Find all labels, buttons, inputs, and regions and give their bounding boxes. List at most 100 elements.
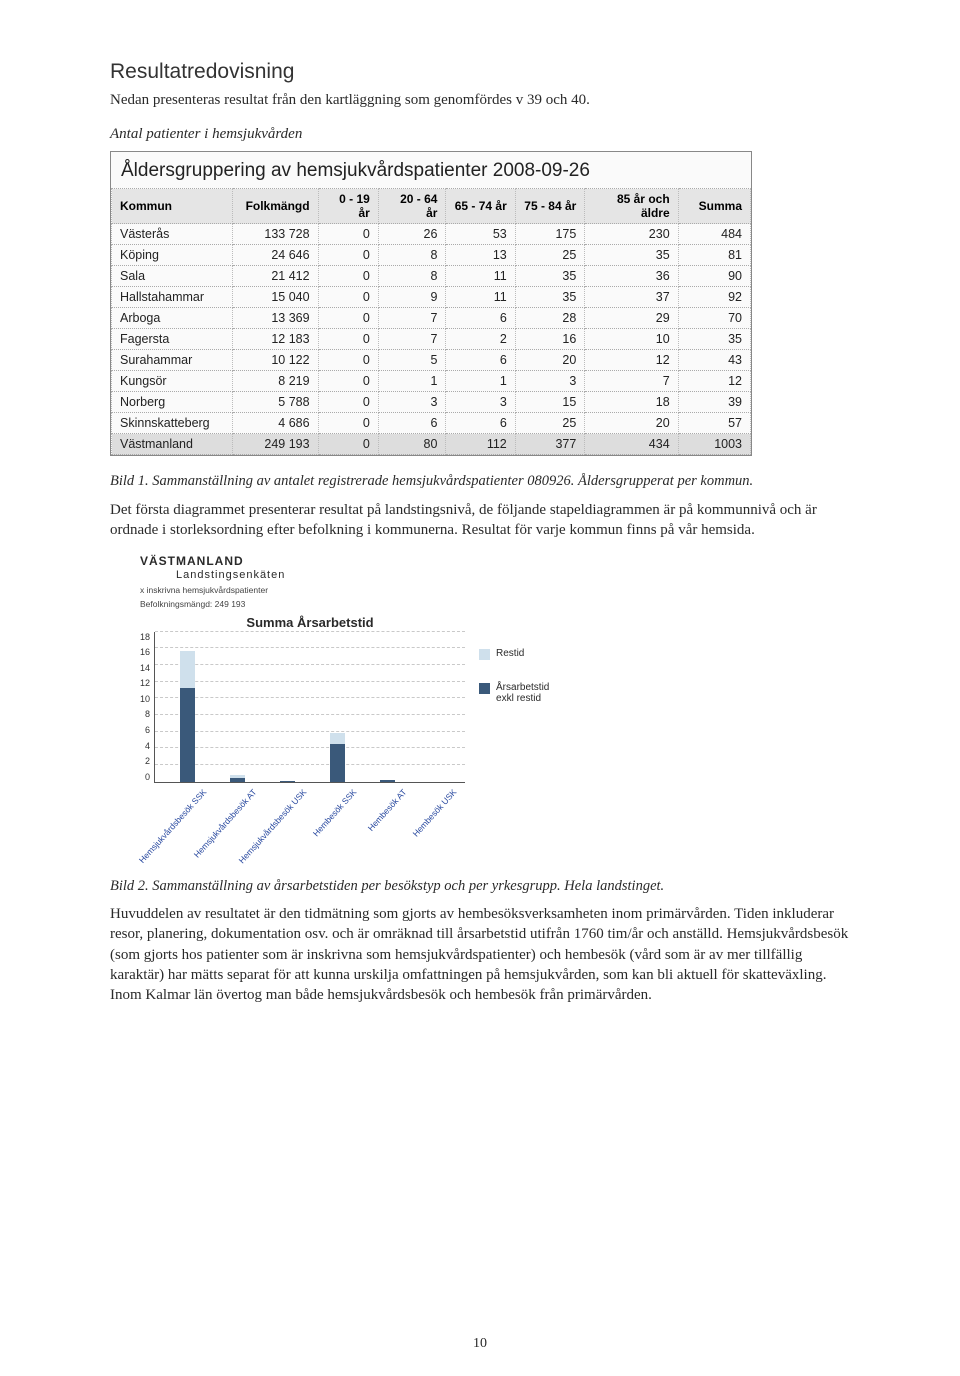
table-header: 0 - 19 år bbox=[318, 189, 378, 224]
table-cell: 81 bbox=[678, 245, 750, 266]
table-cell: Kungsör bbox=[112, 371, 233, 392]
caption-2: Bild 2. Sammanställning av årsarbetstide… bbox=[110, 877, 860, 897]
table-header: 65 - 74 år bbox=[446, 189, 515, 224]
table-cell: 35 bbox=[515, 287, 585, 308]
table-cell: 25 bbox=[515, 413, 585, 434]
table-cell: 36 bbox=[585, 266, 678, 287]
table-cell: Köping bbox=[112, 245, 233, 266]
table-cell: 11 bbox=[446, 266, 515, 287]
section-heading: Resultatredovisning bbox=[110, 60, 860, 84]
table-cell: 0 bbox=[318, 392, 378, 413]
table-cell: 13 bbox=[446, 245, 515, 266]
table-cell: 7 bbox=[585, 371, 678, 392]
table-row: Köping24 6460813253581 bbox=[112, 245, 751, 266]
table-cell: 0 bbox=[318, 329, 378, 350]
paragraph-1: Det första diagrammet presenterar result… bbox=[110, 500, 860, 541]
table-cell: 20 bbox=[585, 413, 678, 434]
table-cell: 175 bbox=[515, 224, 585, 245]
table-header: 75 - 84 år bbox=[515, 189, 585, 224]
table-cell: Norberg bbox=[112, 392, 233, 413]
paragraph-2: Huvuddelen av resultatet är den tidmätni… bbox=[110, 904, 860, 1005]
table-cell: 2 bbox=[446, 329, 515, 350]
caption-1: Bild 1. Sammanställning av antalet regis… bbox=[110, 472, 860, 492]
x-axis-label: Hemsjukvårdsbesök SSK bbox=[121, 787, 209, 883]
table-cell: 35 bbox=[515, 266, 585, 287]
table-cell: 0 bbox=[318, 308, 378, 329]
table-cell: 21 412 bbox=[233, 266, 318, 287]
table-cell: 1 bbox=[446, 371, 515, 392]
age-table-container: Åldersgruppering av hemsjukvårdspatiente… bbox=[110, 151, 752, 456]
table-cell: 0 bbox=[318, 350, 378, 371]
table-cell: 7 bbox=[378, 329, 446, 350]
table-cell: 70 bbox=[678, 308, 750, 329]
legend-label: Årsarbetstid exkl restid bbox=[496, 682, 549, 704]
table-cell: 53 bbox=[446, 224, 515, 245]
table-cell: 43 bbox=[678, 350, 750, 371]
table-cell: 15 bbox=[515, 392, 585, 413]
table-cell: 6 bbox=[378, 413, 446, 434]
table-cell: Västmanland bbox=[112, 434, 233, 455]
table-header: 20 - 64 år bbox=[378, 189, 446, 224]
bar-group bbox=[265, 781, 309, 782]
table-row: Skinnskatteberg4 686066252057 bbox=[112, 413, 751, 434]
table-cell: 37 bbox=[585, 287, 678, 308]
table-cell: Surahammar bbox=[112, 350, 233, 371]
table-cell: 5 788 bbox=[233, 392, 318, 413]
chart-x-labels: Hemsjukvårdsbesök SSKHemsjukvårdsbesök A… bbox=[160, 783, 480, 855]
table-cell: Sala bbox=[112, 266, 233, 287]
table-cell: 6 bbox=[446, 413, 515, 434]
bar-chart: VÄSTMANLAND Landstingsenkäten x inskrivn… bbox=[140, 554, 640, 854]
table-cell: 90 bbox=[678, 266, 750, 287]
chart-tiny-2: Befolkningsmängd: 249 193 bbox=[140, 599, 245, 609]
table-cell: 92 bbox=[678, 287, 750, 308]
table-cell: 10 bbox=[585, 329, 678, 350]
table-cell: Västerås bbox=[112, 224, 233, 245]
table-cell: 25 bbox=[515, 245, 585, 266]
table-cell: 9 bbox=[378, 287, 446, 308]
bar-group bbox=[165, 651, 209, 782]
table-cell: 8 219 bbox=[233, 371, 318, 392]
table-cell: 5 bbox=[378, 350, 446, 371]
table-header: Summa bbox=[678, 189, 750, 224]
table-row: Fagersta12 183072161035 bbox=[112, 329, 751, 350]
table-cell: 249 193 bbox=[233, 434, 318, 455]
table-cell: 133 728 bbox=[233, 224, 318, 245]
table-cell: 35 bbox=[585, 245, 678, 266]
table-cell: 0 bbox=[318, 287, 378, 308]
table-cell: 1 bbox=[378, 371, 446, 392]
table-row: Hallstahammar15 0400911353792 bbox=[112, 287, 751, 308]
chart-county: VÄSTMANLAND bbox=[140, 554, 244, 568]
table-cell: 3 bbox=[515, 371, 585, 392]
table-cell: 0 bbox=[318, 434, 378, 455]
table-cell: 26 bbox=[378, 224, 446, 245]
x-axis-label: Hembesök AT bbox=[321, 787, 409, 883]
table-cell: 12 bbox=[678, 371, 750, 392]
table-cell: 0 bbox=[318, 371, 378, 392]
page-number: 10 bbox=[0, 1336, 960, 1352]
table-cell: 20 bbox=[515, 350, 585, 371]
table-title: Åldersgruppering av hemsjukvårdspatiente… bbox=[111, 152, 751, 188]
table-header: Folkmängd bbox=[233, 189, 318, 224]
chart-plot-area bbox=[154, 632, 465, 783]
table-cell: 8 bbox=[378, 245, 446, 266]
table-cell: 10 122 bbox=[233, 350, 318, 371]
legend-label: Restid bbox=[496, 648, 524, 659]
table-cell: 0 bbox=[318, 245, 378, 266]
table-cell: 39 bbox=[678, 392, 750, 413]
table-cell: 3 bbox=[446, 392, 515, 413]
table-row: Sala21 4120811353690 bbox=[112, 266, 751, 287]
x-axis-label: Hemsjukvårdsbesök USK bbox=[221, 787, 309, 883]
table-cell: 3 bbox=[378, 392, 446, 413]
table-row: Surahammar10 122056201243 bbox=[112, 350, 751, 371]
table-cell: 434 bbox=[585, 434, 678, 455]
table-cell: 6 bbox=[446, 350, 515, 371]
bar-group bbox=[215, 775, 259, 782]
table-row: Arboga13 369076282970 bbox=[112, 308, 751, 329]
table-cell: 57 bbox=[678, 413, 750, 434]
table-header: 85 år och äldre bbox=[585, 189, 678, 224]
chart-legend: Restid Årsarbetstid exkl restid bbox=[479, 632, 549, 726]
table-cell: Fagersta bbox=[112, 329, 233, 350]
table-cell: 7 bbox=[378, 308, 446, 329]
chart-subtitle: Landstingsenkäten bbox=[140, 569, 640, 582]
table-cell: 13 369 bbox=[233, 308, 318, 329]
